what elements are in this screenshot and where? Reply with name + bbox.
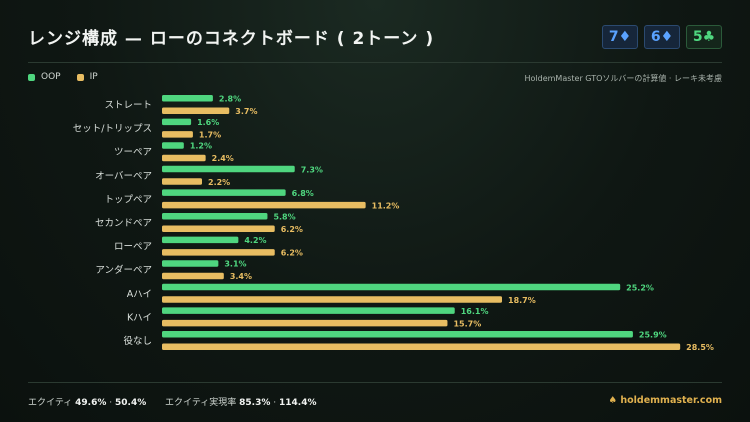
bar-oop [162, 260, 219, 267]
bar-oop [162, 95, 213, 102]
legend-label-ip: IP [89, 72, 98, 82]
bar-oop [162, 236, 239, 244]
brand-link[interactable]: ♠ holdemmaster.com [608, 395, 722, 406]
legend-item-oop: OOP [28, 72, 61, 82]
bar-ip [162, 178, 202, 185]
legend-label-oop: OOP [41, 72, 61, 82]
data-label-oop: 7.3% [301, 165, 323, 174]
legend: OOP IP [28, 72, 98, 82]
bar-oop [162, 307, 455, 314]
page-title: レンジ構成 — ローのコネクトボード ( 2トーン ) [28, 29, 435, 49]
bar-oop [162, 118, 192, 126]
bar-oop [162, 213, 268, 220]
bar-ip [162, 107, 230, 114]
data-label-ip: 3.7% [235, 107, 257, 116]
bar-oop [162, 142, 184, 149]
category-label: 役なし [123, 335, 152, 347]
data-label-oop: 16.1% [461, 307, 489, 316]
data-label-ip: 15.7% [453, 319, 481, 328]
legend-swatch-oop [28, 73, 35, 81]
category-label: ストレート [104, 100, 152, 111]
bar-oop [162, 165, 295, 173]
bar-ip [162, 154, 206, 162]
data-label-ip: 28.5% [686, 343, 714, 352]
bar-oop [162, 283, 621, 291]
bar-ip [162, 319, 448, 327]
bar-ip [162, 131, 193, 138]
category-label: セカンドペア [95, 218, 152, 229]
header-divider [28, 62, 722, 63]
bar-ip [162, 296, 502, 303]
data-label-ip: 2.2% [208, 178, 230, 187]
bar-oop [162, 331, 633, 338]
data-label-ip: 1.7% [199, 131, 221, 140]
category-label: オーバーペア [95, 171, 152, 182]
equity-stat: エクイティ 49.6% · 50.4% [28, 398, 147, 408]
data-label-ip: 2.4% [212, 154, 234, 163]
realization-stat: エクイティ実現率 85.3% · 114.4% [165, 398, 317, 408]
data-label-oop: 2.8% [219, 95, 241, 104]
category-label: Aハイ [127, 289, 152, 300]
bar-ip [162, 343, 681, 350]
board-card-3: 5 ♣ [686, 25, 722, 49]
category-label: ローペア [114, 242, 152, 253]
data-label-ip: 3.4% [230, 272, 252, 281]
data-label-oop: 25.2% [626, 283, 654, 292]
board-cards: 7 ♦ 6 ♦ 5 ♣ [602, 25, 722, 49]
data-label-oop: 3.1% [224, 260, 246, 269]
data-label-oop: 25.9% [639, 331, 667, 340]
data-label-ip: 18.7% [508, 296, 536, 305]
bar-ip [162, 272, 224, 280]
category-label: トップペア [104, 194, 152, 205]
data-label-oop: 1.2% [190, 142, 212, 151]
data-label-ip: 11.2% [372, 201, 400, 210]
bar-ip [162, 201, 366, 209]
data-label-oop: 6.8% [292, 189, 314, 198]
footer-divider [28, 382, 722, 383]
bar-ip [162, 225, 275, 232]
board-card-1: 7 ♦ [602, 25, 638, 49]
category-label: アンダーペア [95, 264, 152, 276]
category-label: セット/トリップス [73, 124, 152, 135]
data-label-ip: 6.2% [281, 225, 303, 234]
bar-chart: ストレート2.8%3.7%セット/トリップス1.6%1.7%ツーペア1.2%2.… [73, 95, 714, 353]
category-label: Kハイ [127, 312, 152, 323]
legend-note: HoldemMaster GTOソルバーの計算値 · レーキ未考慮 [524, 74, 722, 83]
board-card-2: 6 ♦ [644, 25, 680, 49]
data-label-oop: 1.6% [197, 118, 219, 127]
category-label: ツーペア [114, 147, 152, 158]
legend-swatch-ip [76, 73, 84, 81]
data-label-oop: 5.8% [273, 213, 295, 222]
bar-oop [162, 189, 286, 196]
legend-item-ip: IP [76, 72, 98, 82]
data-label-ip: 6.2% [281, 249, 303, 258]
data-label-oop: 4.2% [244, 236, 266, 245]
bar-ip [162, 249, 275, 256]
